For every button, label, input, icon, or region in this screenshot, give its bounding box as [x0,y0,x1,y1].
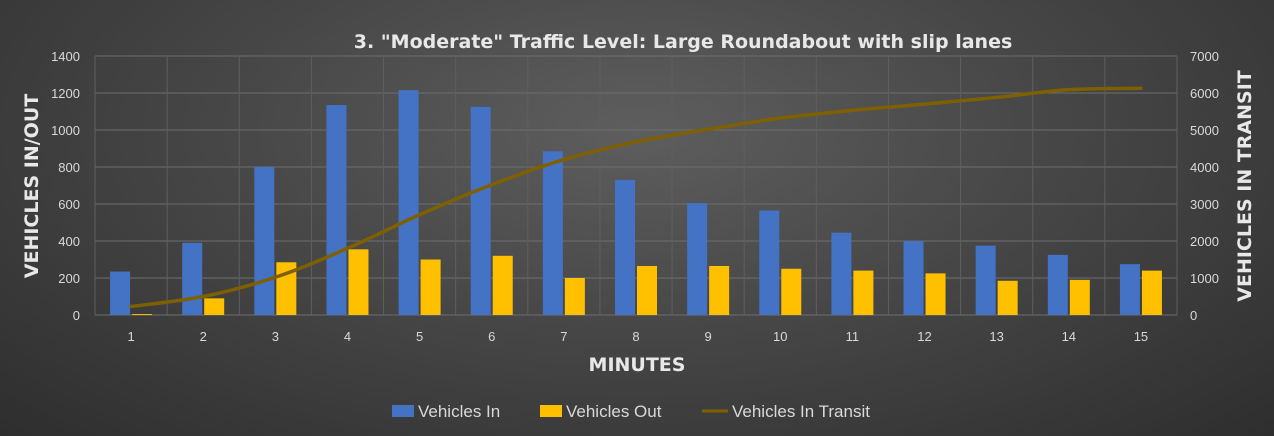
bar-vehicles-out [420,259,441,315]
bar-vehicles-out [637,265,657,315]
y-tick-label: 200 [58,271,80,286]
bar-vehicles-in [254,167,275,315]
y2-tick-label: 7000 [1190,49,1219,64]
bar-vehicles-out [997,280,1018,315]
bar-vehicles-in [903,241,924,315]
bar-vehicles-out [132,314,153,315]
x-axis-ticks: 1 2 3 4 5 6 7 8 9 10 11 12 13 14 15 [127,329,1148,344]
legend-swatch-vehicles-in [392,405,414,417]
legend-label-vehicles-in-transit: Vehicles In Transit [732,402,870,421]
bar-vehicles-in [470,106,491,315]
legend-label-vehicles-in: Vehicles In [418,402,500,421]
legend: Vehicles In Vehicles Out Vehicles In Tra… [392,402,870,421]
bar-vehicles-out [204,298,225,315]
y2-tick-label: 3000 [1190,197,1219,212]
y-tick-label: 0 [73,308,80,323]
bar-vehicles-out [925,273,946,315]
x-tick-label: 14 [1062,329,1076,344]
left-axis-ticks: 0 200 400 600 800 1000 1200 1400 [51,49,80,323]
x-tick-label: 9 [705,329,712,344]
bar-vehicles-in [110,271,131,315]
bar-vehicles-in [759,210,780,315]
y-tick-label: 1000 [51,123,80,138]
y-tick-label: 400 [58,234,80,249]
x-axis-label: MINUTES [589,354,686,376]
bar-vehicles-in [687,203,708,315]
bar-vehicles-in [1047,254,1068,315]
bar-vehicles-in [975,245,996,315]
chart-title: 3. "Moderate" Traffic Level: Large Round… [354,31,1013,53]
y2-tick-label: 0 [1190,308,1197,323]
bar-vehicles-in [398,90,419,315]
y2-tick-label: 2000 [1190,234,1219,249]
y2-tick-label: 5000 [1190,123,1219,138]
bar-vehicles-in [615,179,635,315]
bar-vehicles-out [348,249,369,315]
y-axis-label: VEHICLES IN/OUT [21,94,43,278]
x-tick-label: 10 [773,329,787,344]
bar-vehicles-out [564,278,585,315]
y2-axis-label: VEHICLES IN TRANSIT [1234,70,1256,302]
x-tick-label: 4 [344,329,351,344]
x-tick-label: 5 [416,329,423,344]
x-tick-label: 3 [272,329,279,344]
bar-vehicles-in [542,151,563,315]
y-tick-label: 1200 [51,86,80,101]
x-tick-label: 8 [632,329,639,344]
bar-vehicles-out [1069,279,1090,315]
legend-label-vehicles-out: Vehicles Out [566,402,662,421]
x-tick-label: 7 [560,329,567,344]
bar-vehicles-in [326,105,347,316]
x-tick-label: 6 [488,329,495,344]
x-tick-label: 13 [989,329,1003,344]
vehicles-in-transit-line-layer [129,86,1143,309]
x-tick-label: 15 [1134,329,1148,344]
bar-vehicles-out [781,268,802,315]
y-tick-label: 600 [58,197,80,212]
gridlines [94,55,1178,316]
y-tick-label: 800 [58,160,80,175]
vehicles-out-bars [132,249,1162,315]
x-tick-label: 2 [200,329,207,344]
y-tick-label: 1400 [51,49,80,64]
y2-tick-label: 1000 [1190,271,1219,286]
bar-vehicles-out [1141,270,1162,315]
bar-vehicles-out [853,270,874,315]
legend-swatch-vehicles-out [540,405,562,417]
bar-vehicles-out [492,255,513,315]
y2-tick-label: 4000 [1190,160,1219,175]
x-tick-label: 1 [127,329,134,344]
x-tick-label: 12 [917,329,931,344]
bar-vehicles-out [709,265,730,315]
y2-tick-label: 6000 [1190,86,1219,101]
right-axis-ticks: 0 1000 2000 3000 4000 5000 6000 7000 [1190,49,1219,323]
bar-vehicles-in [182,242,203,315]
bar-vehicles-in [1119,264,1140,315]
x-tick-label: 11 [846,329,860,344]
bar-vehicles-in [831,232,852,315]
